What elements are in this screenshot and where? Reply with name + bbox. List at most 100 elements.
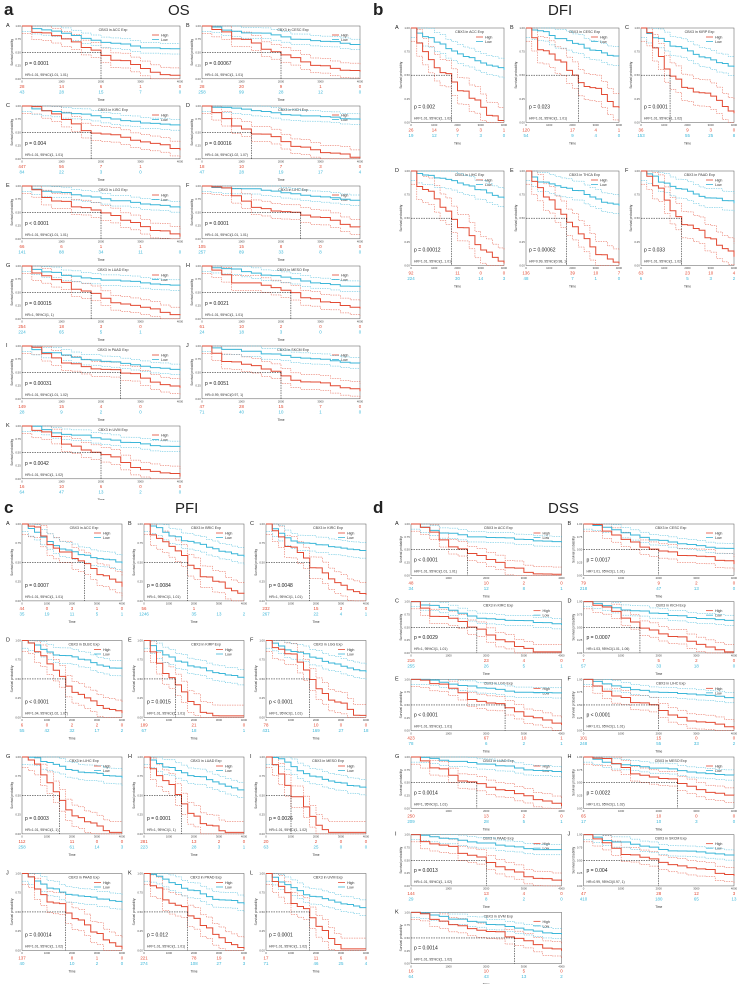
low-ci-upper xyxy=(583,679,735,694)
y-tick-label: 0.00 xyxy=(404,651,410,655)
y-axis-label: Survival probability xyxy=(10,119,14,146)
risk-table-cell: 0 xyxy=(139,404,142,409)
p-value: p = 0.0014 xyxy=(414,790,438,796)
plot-id-label: H xyxy=(186,263,190,269)
risk-table-cell: 189 xyxy=(140,722,148,727)
high-ci-lower xyxy=(22,273,180,320)
risk-table-cell: 32 xyxy=(70,728,75,733)
legend-low-label: Low xyxy=(225,769,232,773)
low-ci-lower xyxy=(583,684,735,704)
low-ci-upper xyxy=(22,345,181,366)
y-tick-label: 0.25 xyxy=(404,793,410,797)
y-axis-label: Survival probability xyxy=(10,549,14,576)
risk-table-cell: 0 xyxy=(695,813,698,818)
x-tick-label: 0 xyxy=(201,320,203,324)
y-tick-label: 0.75 xyxy=(15,437,21,441)
plot-title: CBX3 in PAAD Exp xyxy=(483,837,514,841)
risk-table-cell: 2 xyxy=(71,722,74,727)
legend-high-label: High xyxy=(715,179,722,183)
high-survival-curve xyxy=(144,523,245,594)
y-tick-label: 1.00 xyxy=(15,424,21,428)
x-tick-label: 3000 xyxy=(216,602,223,606)
x-tick-label: 4000 xyxy=(731,887,738,891)
x-axis-label: Time xyxy=(483,672,490,676)
x-axis-label: Time xyxy=(483,594,490,598)
p-value: p = 0.0001 xyxy=(644,104,668,110)
risk-table-cell: 9 xyxy=(280,84,283,89)
x-tick-label: 3000 xyxy=(94,951,101,955)
risk-table-cell: 1 xyxy=(96,955,99,960)
x-tick-label: 1000 xyxy=(238,320,245,324)
risk-table-cell: 257 xyxy=(198,249,206,254)
risk-table-cell: 423 xyxy=(407,736,415,741)
risk-table-cell: 67 xyxy=(142,728,147,733)
hazard-ratio: HR=0.99, 95%CI(0.97, 1) xyxy=(587,880,625,884)
x-tick-label: 4000 xyxy=(616,123,623,127)
legend-low-label: Low xyxy=(225,886,232,890)
low-survival-curve xyxy=(266,873,367,909)
risk-table-cell: 18 xyxy=(239,329,244,334)
y-axis-label: Survival probability xyxy=(399,204,403,231)
risk-table-cell: 4 xyxy=(523,891,526,896)
x-tick-label: 0 xyxy=(583,654,585,658)
low-survival-curve xyxy=(411,523,562,543)
risk-table-cell: 28 xyxy=(200,84,205,89)
risk-table-cell: 1 xyxy=(595,276,598,281)
risk-table-cell: 24 xyxy=(200,329,205,334)
low-ci-lower xyxy=(583,839,735,861)
risk-table-cell: 0 xyxy=(359,164,362,169)
x-tick-label: 1000 xyxy=(446,654,453,658)
risk-table-cell: 0 xyxy=(96,839,99,844)
legend-low-label: Low xyxy=(715,769,722,773)
y-tick-label: 0.25 xyxy=(15,580,21,584)
risk-table-cell: 21 xyxy=(192,722,197,727)
risk-table-cell: 9 xyxy=(658,580,661,585)
risk-table-cell: 1 xyxy=(96,606,99,611)
y-tick-label: 1.00 xyxy=(137,639,143,643)
risk-table-cell: 19 xyxy=(45,611,50,616)
risk-table-cell: 0 xyxy=(365,839,368,844)
hazard-ratio: HR=1.01, 95%CI(1, 1.02) xyxy=(414,880,452,884)
y-tick-label: 0.00 xyxy=(195,157,201,161)
risk-table-cell: 5 xyxy=(100,329,103,334)
plot-title: CBX3 in KIRP Exp xyxy=(685,30,715,34)
y-tick-label: 0.25 xyxy=(195,304,201,308)
legend-high-label: High xyxy=(715,532,722,536)
risk-table-cell: 3 xyxy=(710,276,713,281)
low-ci-upper xyxy=(411,523,562,538)
low-survival-curve xyxy=(266,523,367,551)
risk-table-cell: 28 xyxy=(239,404,244,409)
low-survival-curve xyxy=(144,873,245,905)
x-tick-label: 0 xyxy=(21,160,23,164)
risk-table-cell: 8 xyxy=(243,955,246,960)
risk-table-cell: 2 xyxy=(218,839,221,844)
legend-high-label: High xyxy=(161,194,168,198)
high-ci-lower xyxy=(202,113,360,160)
y-tick-label: 0.75 xyxy=(404,535,410,539)
plot-id-label: J xyxy=(186,343,189,349)
y-tick-label: 1.00 xyxy=(195,104,201,108)
high-survival-curve xyxy=(202,265,361,309)
risk-table-cell: 410 xyxy=(580,896,588,901)
x-tick-label: 0 xyxy=(143,602,145,606)
risk-table-cell: 3 xyxy=(243,961,246,966)
x-axis-label: Time xyxy=(483,827,490,831)
risk-table-cell: 274 xyxy=(140,961,148,966)
risk-table-cell: 15 xyxy=(656,736,661,741)
risk-table-cell: 6 xyxy=(100,84,103,89)
y-tick-label: 0.50 xyxy=(519,216,525,220)
low-ci-upper xyxy=(22,105,181,121)
risk-table-cell: 0 xyxy=(365,722,368,727)
x-tick-label: 4000 xyxy=(241,835,248,839)
high-survival-curve xyxy=(22,756,122,833)
legend-low-label: Low xyxy=(543,614,550,618)
risk-table-cell: 43 xyxy=(20,89,25,94)
risk-table-cell: 4 xyxy=(595,133,598,138)
high-ci-lower xyxy=(526,40,620,122)
x-tick-label: 1000 xyxy=(58,480,65,484)
legend-high-label: High xyxy=(600,179,607,183)
y-tick-label: 0.50 xyxy=(195,50,201,54)
